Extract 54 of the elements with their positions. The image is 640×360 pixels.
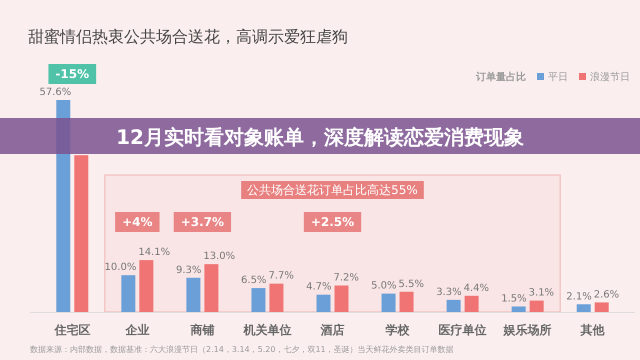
data-label: 3.1% <box>528 288 554 299</box>
bar <box>400 292 414 312</box>
bar <box>594 302 609 312</box>
data-label: 14.1% <box>138 247 170 258</box>
x-tick-label: 娱乐场所 <box>502 323 552 337</box>
bar <box>512 306 526 312</box>
annotation: +2.5% <box>310 215 354 229</box>
bar <box>464 296 479 312</box>
x-tick-label: 医疗单位 <box>438 323 487 337</box>
bar <box>186 278 200 312</box>
data-label: 7.2% <box>334 272 359 284</box>
x-tick-label: 企业 <box>124 323 150 337</box>
source-note: 数据来源：内部数据，数据基准：六大浪漫节日（2.14，3.14，5.20，七夕，双11，圣诞）当天鲜花外卖类目订单数据 <box>30 345 454 354</box>
data-label: 4.7% <box>306 282 332 293</box>
band-label: 公共场合送花订单占比高达55% <box>247 183 418 197</box>
bar <box>446 300 461 312</box>
legend-label: 平日 <box>548 72 568 83</box>
annotation: +3.7% <box>180 215 224 229</box>
x-tick-label: 其他 <box>580 323 606 337</box>
x-tick-label: 机关单位 <box>242 323 292 337</box>
data-label: 57.6% <box>40 87 72 98</box>
bar <box>576 304 591 312</box>
data-label: 4.4% <box>464 282 490 294</box>
data-label: 2.6% <box>594 289 620 300</box>
annotation: +4% <box>122 215 153 229</box>
x-tick-label: 住宅区 <box>53 323 90 337</box>
data-label: 5.5% <box>398 278 424 290</box>
bar <box>316 294 330 312</box>
text: -15% <box>55 67 90 81</box>
bar <box>382 294 396 312</box>
bar <box>204 264 218 312</box>
text: 12月实时看对象账单，深度解读恋爱消费现象 <box>116 125 524 149</box>
bar <box>251 288 266 312</box>
data-label: 3.3% <box>436 286 462 298</box>
data-label: 7.7% <box>268 270 294 282</box>
bar <box>334 286 348 312</box>
x-tick-label: 商铺 <box>189 323 214 337</box>
bar <box>121 275 136 312</box>
x-tick-label: 酒店 <box>320 323 344 337</box>
bar <box>269 284 284 312</box>
legend-label: 浪漫节日 <box>590 71 630 83</box>
data-label: 6.5% <box>241 275 266 286</box>
chart-subtitle: 甜蜜情侣热衷公共场合送花，高调示爱狂虐狗 <box>28 27 348 46</box>
x-tick-label: 学校 <box>386 323 411 337</box>
data-label: 1.5% <box>501 293 527 304</box>
data-label: 10.0% <box>104 262 136 274</box>
legend-title: 订单量占比 <box>475 71 526 83</box>
data-label: 9.3% <box>176 264 202 276</box>
bar <box>530 300 544 312</box>
bar <box>139 260 154 312</box>
data-label: 2.1% <box>566 291 592 302</box>
data-label: 13.0% <box>203 251 236 262</box>
bar <box>74 155 88 312</box>
data-label: 5.0% <box>371 280 397 292</box>
